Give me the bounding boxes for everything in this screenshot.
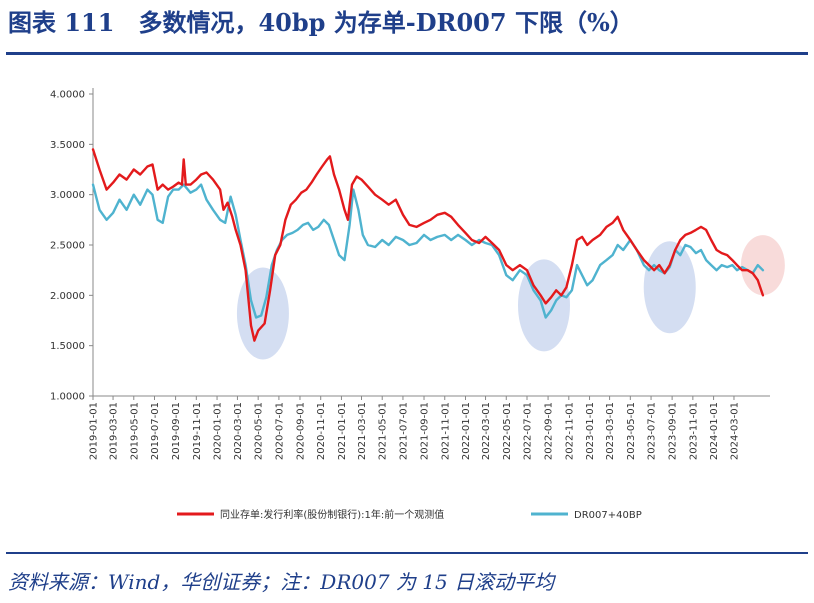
x-tick-label: 2023-09-01	[668, 402, 679, 460]
x-tick-label: 2019-09-01	[171, 402, 182, 460]
line-chart: 4.0000 3.5000 3.0000 2.5000 2.0000 1.5000 1.00…	[50, 88, 785, 521]
y-tick-label: 2.5000	[50, 241, 85, 252]
x-tick-label: 2019-05-01	[129, 402, 140, 460]
series-line-1	[91, 148, 765, 342]
y-tick-label: 3.0000	[50, 190, 85, 201]
legend-label-1: 同业存单:发行利率(股份制银行):1年:前一个观测值	[220, 508, 444, 521]
x-tick-label: 2021-07-01	[398, 402, 409, 460]
page-title: 图表 111 多数情况，40bp 为存单-DR007 下限（%）	[8, 8, 634, 37]
x-tick-label: 2023-11-01	[688, 402, 699, 460]
x-tick-label: 2019-03-01	[109, 402, 120, 460]
x-tick-label: 2020-09-01	[295, 402, 306, 460]
y-tick-label: 1.5000	[50, 341, 85, 352]
legend-label-2: DR007+40BP	[574, 510, 642, 521]
x-tick-label: 2020-05-01	[254, 402, 265, 460]
highlight-ellipse-4	[740, 235, 785, 296]
y-tick-label: 3.5000	[50, 140, 85, 151]
x-tick-label: 2021-05-01	[378, 402, 389, 460]
x-tick-label: 2022-09-01	[544, 402, 555, 460]
x-tick-label: 2022-05-01	[502, 402, 513, 460]
x-tick-label: 2022-03-01	[481, 402, 492, 460]
x-tick-label: 2023-07-01	[647, 402, 658, 460]
x-tick-label: 2019-01-01	[89, 402, 100, 460]
x-tick-label: 2019-07-01	[150, 402, 161, 460]
y-tick-label: 1.0000	[50, 392, 85, 403]
y-tick-label: 2.0000	[50, 291, 85, 302]
title-rule	[6, 52, 808, 55]
x-tick-label: 2023-03-01	[605, 402, 616, 460]
x-tick-label: 2024-03-01	[729, 402, 740, 460]
x-tick-label: 2022-11-01	[564, 402, 575, 460]
highlight-ellipse-3	[643, 241, 696, 334]
source-note: 资料来源：Wind，华创证券；注：DR007 为 15 日滚动平均	[8, 570, 555, 594]
x-tick-label: 2019-11-01	[192, 402, 203, 460]
x-tick-label: 2020-11-01	[316, 402, 327, 460]
x-tick-label: 2022-01-01	[461, 402, 472, 460]
x-tick-label: 2021-09-01	[420, 402, 431, 460]
x-tick-label: 2021-03-01	[357, 402, 368, 460]
x-tick-label: 2021-11-01	[440, 402, 451, 460]
x-tick-label: 2023-05-01	[626, 402, 637, 460]
x-tick-label: 2022-07-01	[523, 402, 534, 460]
x-tick-label: 2024-01-01	[709, 402, 720, 460]
x-tick-label: 2020-01-01	[213, 402, 224, 460]
x-tick-label: 2021-01-01	[337, 402, 348, 460]
x-tick-label: 2020-03-01	[233, 402, 244, 460]
x-tick-label: 2023-01-01	[585, 402, 596, 460]
y-tick-label: 4.0000	[50, 90, 85, 101]
x-tick-label: 2020-07-01	[274, 402, 285, 460]
footer-rule	[6, 552, 808, 554]
